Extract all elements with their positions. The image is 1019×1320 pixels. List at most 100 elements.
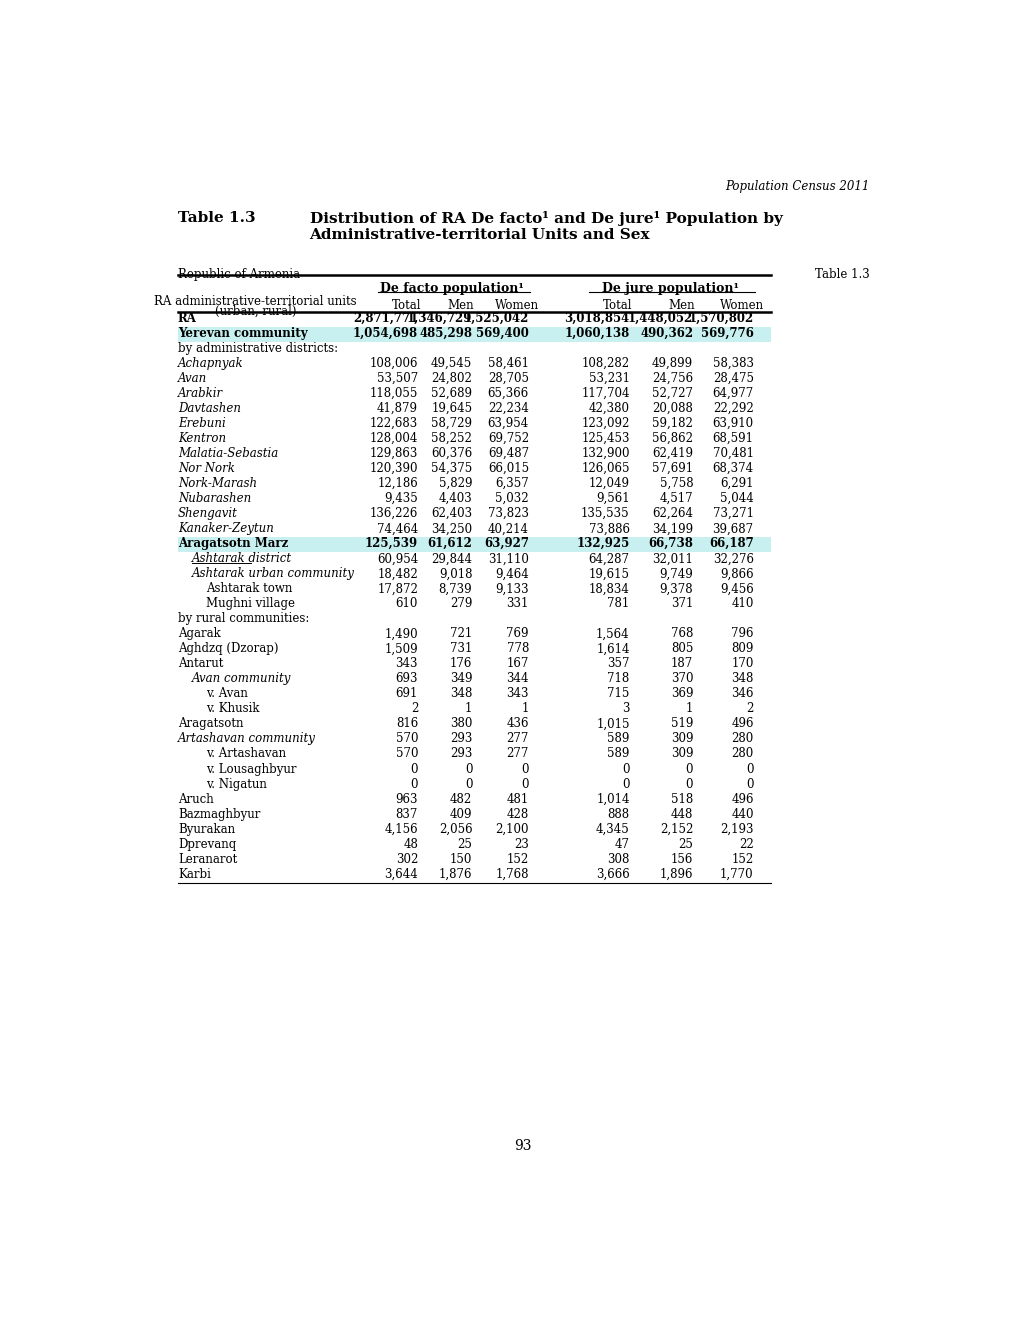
Text: 346: 346 bbox=[731, 688, 753, 701]
Text: 56,862: 56,862 bbox=[651, 432, 693, 445]
Text: 963: 963 bbox=[395, 792, 418, 805]
Text: 108,006: 108,006 bbox=[369, 358, 418, 370]
Text: 357: 357 bbox=[606, 657, 629, 671]
Text: 24,756: 24,756 bbox=[651, 372, 693, 385]
Text: 0: 0 bbox=[521, 777, 529, 791]
Text: 18,482: 18,482 bbox=[377, 568, 418, 581]
Text: 69,487: 69,487 bbox=[487, 447, 529, 461]
Text: Dprevanq: Dprevanq bbox=[177, 838, 235, 850]
Text: 1,490: 1,490 bbox=[384, 627, 418, 640]
Text: 1: 1 bbox=[685, 702, 693, 715]
Text: 589: 589 bbox=[606, 733, 629, 746]
Text: RA administrative-territorial units: RA administrative-territorial units bbox=[154, 294, 357, 308]
Text: Population Census 2011: Population Census 2011 bbox=[725, 180, 869, 193]
Text: 63,954: 63,954 bbox=[487, 417, 529, 430]
Text: 68,591: 68,591 bbox=[712, 432, 753, 445]
Text: 74,464: 74,464 bbox=[376, 523, 418, 536]
Text: 1,525,042: 1,525,042 bbox=[463, 312, 529, 325]
Text: 0: 0 bbox=[411, 777, 418, 791]
Text: (urban, rural): (urban, rural) bbox=[214, 305, 296, 318]
Text: 64,977: 64,977 bbox=[711, 387, 753, 400]
Text: 68,374: 68,374 bbox=[712, 462, 753, 475]
Text: 129,863: 129,863 bbox=[370, 447, 418, 461]
Text: 0: 0 bbox=[746, 763, 753, 776]
Text: 436: 436 bbox=[506, 718, 529, 730]
Text: Ashtarak district: Ashtarak district bbox=[192, 552, 291, 565]
Text: 19,645: 19,645 bbox=[431, 403, 472, 416]
Text: 25: 25 bbox=[678, 838, 693, 850]
Text: Leranarot: Leranarot bbox=[177, 853, 236, 866]
Text: 409: 409 bbox=[449, 808, 472, 821]
Text: 52,689: 52,689 bbox=[431, 387, 472, 400]
Text: 40,214: 40,214 bbox=[487, 523, 529, 536]
Text: 9,018: 9,018 bbox=[438, 568, 472, 581]
Text: 5,758: 5,758 bbox=[659, 478, 693, 490]
Text: 380: 380 bbox=[449, 718, 472, 730]
Text: Total: Total bbox=[391, 298, 421, 312]
Text: 5,032: 5,032 bbox=[495, 492, 529, 506]
Text: 5,044: 5,044 bbox=[719, 492, 753, 506]
Text: 691: 691 bbox=[395, 688, 418, 701]
Text: 485,298: 485,298 bbox=[419, 327, 472, 341]
Text: 49,899: 49,899 bbox=[651, 358, 693, 370]
Text: 349: 349 bbox=[449, 672, 472, 685]
Text: 348: 348 bbox=[449, 688, 472, 701]
Text: 1: 1 bbox=[521, 702, 529, 715]
Text: Nor Nork: Nor Nork bbox=[177, 462, 234, 475]
Text: 156: 156 bbox=[671, 853, 693, 866]
Text: 108,282: 108,282 bbox=[581, 358, 629, 370]
Text: 22,234: 22,234 bbox=[488, 403, 529, 416]
Text: 309: 309 bbox=[671, 747, 693, 760]
Text: 123,092: 123,092 bbox=[581, 417, 629, 430]
Text: 805: 805 bbox=[671, 643, 693, 656]
Text: Men: Men bbox=[667, 298, 694, 312]
Text: 0: 0 bbox=[521, 763, 529, 776]
Text: 58,252: 58,252 bbox=[431, 432, 472, 445]
Text: 41,879: 41,879 bbox=[377, 403, 418, 416]
Text: 370: 370 bbox=[671, 672, 693, 685]
Text: 731: 731 bbox=[449, 643, 472, 656]
Text: 769: 769 bbox=[506, 627, 529, 640]
Text: 8,739: 8,739 bbox=[438, 582, 472, 595]
Text: Distribution of RA De facto¹ and De jure¹ Population by: Distribution of RA De facto¹ and De jure… bbox=[310, 211, 782, 226]
Text: 65,366: 65,366 bbox=[487, 387, 529, 400]
Text: 0: 0 bbox=[465, 777, 472, 791]
Text: 135,535: 135,535 bbox=[581, 507, 629, 520]
Text: Ashtarak town: Ashtarak town bbox=[206, 582, 291, 595]
Text: Aragatsotn: Aragatsotn bbox=[177, 718, 244, 730]
Text: Women: Women bbox=[495, 298, 539, 312]
Text: 167: 167 bbox=[506, 657, 529, 671]
Text: 24,802: 24,802 bbox=[431, 372, 472, 385]
Text: 118,055: 118,055 bbox=[370, 387, 418, 400]
Text: 73,886: 73,886 bbox=[588, 523, 629, 536]
Bar bbox=[177, 327, 770, 342]
Text: 125,453: 125,453 bbox=[581, 432, 629, 445]
Text: 73,823: 73,823 bbox=[487, 507, 529, 520]
Text: 1,570,802: 1,570,802 bbox=[688, 312, 753, 325]
Text: 66,738: 66,738 bbox=[648, 537, 693, 550]
Text: 5,829: 5,829 bbox=[438, 478, 472, 490]
Text: 69,752: 69,752 bbox=[487, 432, 529, 445]
Text: 34,199: 34,199 bbox=[651, 523, 693, 536]
Text: 6,291: 6,291 bbox=[719, 478, 753, 490]
Text: 125,539: 125,539 bbox=[365, 537, 418, 550]
Text: 63,927: 63,927 bbox=[483, 537, 529, 550]
Text: Nubarashen: Nubarashen bbox=[177, 492, 251, 506]
Text: 20,088: 20,088 bbox=[652, 403, 693, 416]
Text: Aruch: Aruch bbox=[177, 792, 213, 805]
Text: Administrative-territorial Units and Sex: Administrative-territorial Units and Sex bbox=[310, 227, 650, 242]
Text: 308: 308 bbox=[606, 853, 629, 866]
Text: 496: 496 bbox=[731, 792, 753, 805]
Text: 117,704: 117,704 bbox=[581, 387, 629, 400]
Text: 22: 22 bbox=[738, 838, 753, 850]
Text: 280: 280 bbox=[731, 733, 753, 746]
Text: De facto population¹: De facto population¹ bbox=[380, 281, 524, 294]
Text: Artashavan community: Artashavan community bbox=[177, 733, 316, 746]
Text: 693: 693 bbox=[395, 672, 418, 685]
Text: 12,049: 12,049 bbox=[588, 478, 629, 490]
Text: 490,362: 490,362 bbox=[640, 327, 693, 341]
Text: 569,776: 569,776 bbox=[700, 327, 753, 341]
Text: 62,264: 62,264 bbox=[651, 507, 693, 520]
Text: 28,475: 28,475 bbox=[712, 372, 753, 385]
Text: 9,866: 9,866 bbox=[719, 568, 753, 581]
